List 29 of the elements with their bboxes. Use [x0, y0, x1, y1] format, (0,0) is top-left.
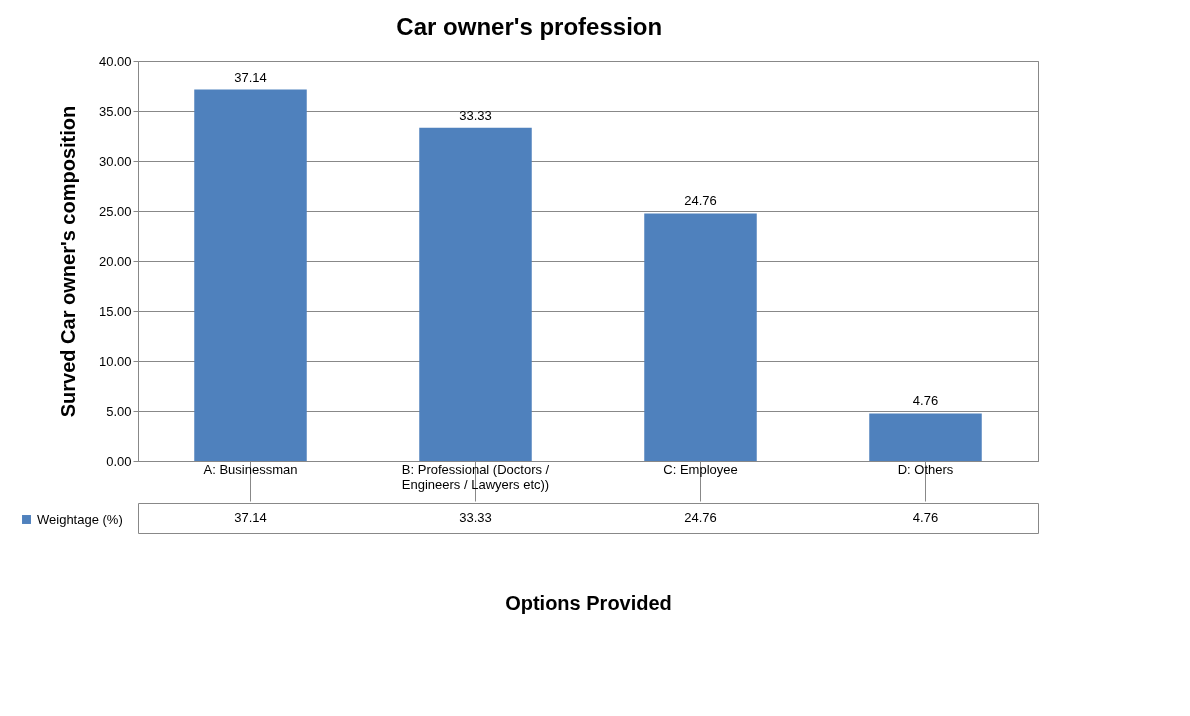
- x-axis-title: Options Provided: [505, 591, 672, 614]
- y-tick-label: 10.00: [98, 353, 132, 369]
- chart-title: Car owner's profession: [396, 12, 663, 40]
- text: 24.76: [684, 510, 717, 525]
- y-tick-label: 15.00: [98, 303, 132, 319]
- y-tick-label: 20.00: [98, 253, 132, 269]
- data-label: 37.14: [234, 69, 267, 85]
- bar: [869, 413, 982, 461]
- data-label: 4.76: [912, 393, 939, 409]
- text: 33.33: [459, 510, 492, 525]
- y-tick-label: 40.00: [98, 53, 132, 69]
- text: 4.76: [912, 510, 939, 525]
- legend-label: Weightage (%): [37, 511, 123, 527]
- text: 37.14: [234, 510, 267, 525]
- data-label: 33.33: [459, 107, 492, 123]
- x-tick-label: C: Employee: [663, 461, 738, 477]
- y-tick-label: 35.00: [98, 103, 132, 119]
- y-tick-label: 25.00: [98, 203, 132, 219]
- y-tick-label: 0.00: [106, 453, 132, 469]
- y-tick-label: 5.00: [106, 403, 132, 419]
- x-tick-label: B: Professional (Doctors / Engineers / Lawyers etc)): [401, 461, 550, 492]
- data-label: 24.76: [684, 193, 717, 209]
- bar: [644, 213, 757, 461]
- bar: [194, 89, 307, 461]
- x-tick-label: A: Businessman: [203, 461, 298, 477]
- y-tick-label: 30.00: [98, 153, 132, 169]
- y-axis-title: Surved Car owner's composition: [56, 105, 79, 418]
- bar: [419, 127, 532, 461]
- x-tick-label: D: Others: [897, 461, 954, 477]
